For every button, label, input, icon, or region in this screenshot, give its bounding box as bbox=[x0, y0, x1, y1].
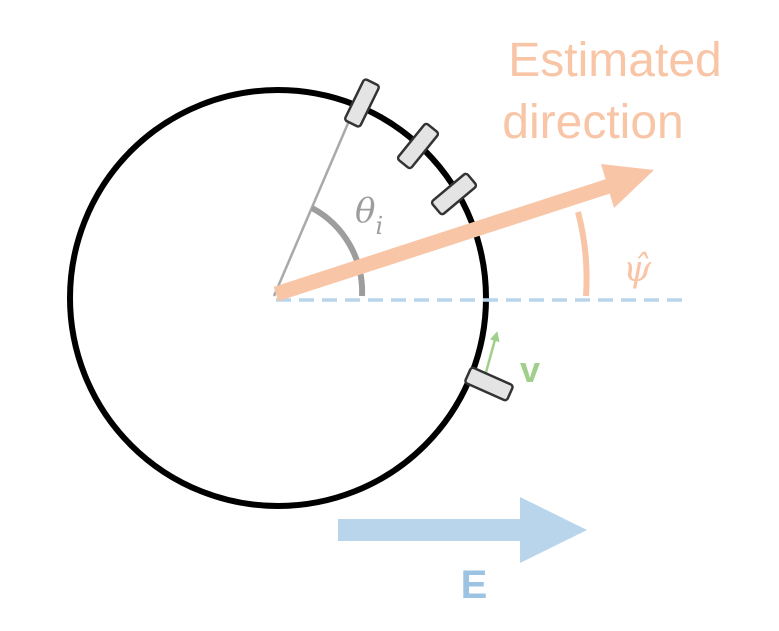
velocity-label: v bbox=[520, 349, 540, 390]
psi-hat-label: ψ̂ bbox=[623, 249, 652, 290]
theta-arc bbox=[310, 205, 366, 297]
sensor-2 bbox=[396, 122, 440, 170]
device-ring bbox=[67, 87, 489, 509]
field-arrow-shaft bbox=[338, 519, 526, 541]
psi-hat-arc bbox=[575, 211, 590, 297]
sensor-3 bbox=[430, 172, 478, 216]
estimated-label-line2: direction bbox=[502, 96, 683, 149]
estimated-direction-arrow-head bbox=[601, 164, 654, 208]
estimated-direction-arrow-shaft bbox=[273, 177, 615, 302]
field-label: E bbox=[461, 563, 488, 607]
field-arrow-head bbox=[520, 497, 587, 563]
theta-label: θi bbox=[355, 191, 383, 240]
sensor-radius-line bbox=[272, 106, 357, 297]
sensor-1 bbox=[344, 78, 380, 128]
sensor-4 bbox=[464, 366, 514, 402]
estimated-label-line1: Estimated bbox=[508, 34, 721, 87]
velocity-arrow bbox=[483, 331, 500, 377]
